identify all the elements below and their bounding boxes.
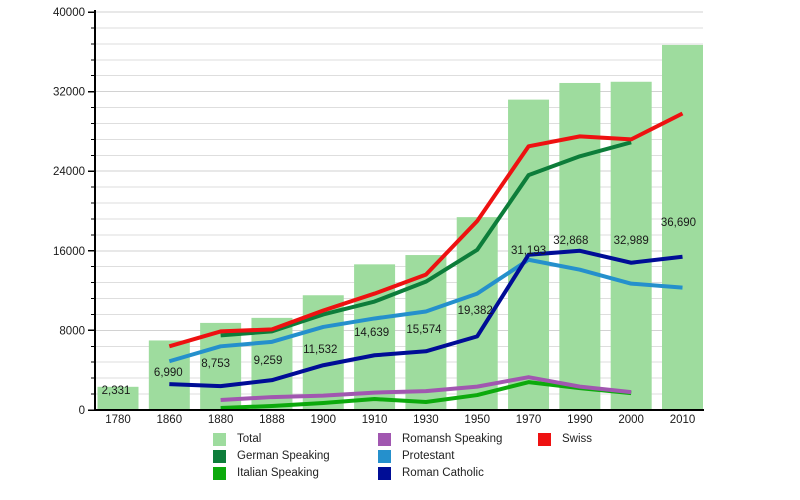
bar-value-label: 2,331 — [102, 385, 131, 397]
german-speaking-swatch — [213, 450, 226, 463]
line-italian-speaking — [220, 380, 632, 411]
bar-value-label: 8,753 — [201, 358, 230, 370]
chart-canvas: 2,331 6,990 8,753 9,259 11,532 14,639 15,574 19… — [53, 7, 704, 426]
romansh-speaking-swatch — [378, 433, 391, 446]
chart-legend: Total German Speaking Italian Speaking R… — [0, 431, 800, 493]
legend-item-swiss: Swiss — [538, 431, 592, 448]
line-swiss — [168, 111, 684, 349]
legend-column-swiss: Swiss — [538, 431, 592, 448]
x-tick-label: 1888 — [259, 414, 285, 426]
y-tick-label: 40000 — [53, 7, 85, 19]
bar-value-label: 32,868 — [553, 235, 588, 247]
x-tick-label: 1860 — [157, 414, 183, 426]
bar-value-label: 14,639 — [354, 327, 389, 339]
y-tick-label: 8000 — [59, 325, 85, 337]
y-tick-label: 32000 — [53, 87, 85, 99]
bar-value-label: 19,382 — [458, 305, 493, 317]
x-tick-label: 1880 — [208, 414, 234, 426]
line-protestant — [168, 257, 683, 364]
y-tick-label: 16000 — [53, 246, 85, 258]
legend-item-total: Total — [213, 431, 330, 448]
legend-label-swiss: Swiss — [562, 433, 593, 445]
x-tick-label: 1930 — [413, 414, 439, 426]
x-tick-label: 2010 — [670, 414, 696, 426]
line-roman-catholic — [169, 248, 683, 389]
x-tick-label: 1910 — [362, 414, 388, 426]
x-tick-label: 1970 — [516, 414, 542, 426]
bar-value-label: 32,989 — [614, 235, 649, 247]
line-romansh-speaking — [220, 375, 632, 403]
total-bar-1860 — [148, 340, 190, 410]
total-bar-2010 — [661, 44, 703, 410]
legend-item-protestant: Protestant — [378, 448, 502, 465]
x-tick-label: 1900 — [310, 414, 336, 426]
bar-value-label: 15,574 — [406, 324, 442, 336]
legend-label-roman-catholic: Roman Catholic — [402, 467, 484, 479]
legend-column-religion-romansh: Romansh Speaking Protestant Roman Cathol… — [378, 431, 502, 482]
legend-label-romansh-speaking: Romansh Speaking — [402, 433, 503, 445]
legend-label-italian-speaking: Italian Speaking — [237, 467, 319, 479]
x-tick-label: 1990 — [567, 414, 593, 426]
bar-value-label: 31,193 — [511, 245, 546, 257]
italian-speaking-swatch — [213, 467, 226, 480]
legend-label-total: Total — [237, 433, 262, 445]
protestant-swatch — [378, 450, 391, 463]
bar-value-label: 6,990 — [154, 367, 183, 379]
swiss-swatch — [538, 433, 551, 446]
legend-label-protestant: Protestant — [402, 450, 455, 462]
legend-item-italian-speaking: Italian Speaking — [213, 465, 330, 482]
y-tick-label: 24000 — [53, 166, 85, 178]
roman-catholic-swatch — [378, 467, 391, 480]
legend-item-roman-catholic: Roman Catholic — [378, 465, 502, 482]
y-tick-label: 0 — [79, 405, 85, 417]
legend-column-languages-total: Total German Speaking Italian Speaking — [213, 431, 330, 482]
bar-value-label: 11,532 — [303, 344, 337, 356]
total-swatch — [213, 433, 226, 446]
x-tick-label: 1780 — [105, 414, 131, 426]
bar-value-label: 9,259 — [254, 355, 283, 367]
x-tick-label: 2000 — [618, 414, 644, 426]
legend-label-german-speaking: German Speaking — [237, 450, 330, 462]
line-german-speaking — [220, 140, 632, 338]
total-bar-2000 — [610, 81, 652, 410]
bar-value-label: 36,690 — [661, 217, 696, 229]
legend-item-german-speaking: German Speaking — [213, 448, 330, 465]
total-bar-1780 — [97, 386, 139, 410]
legend-item-romansh-speaking: Romansh Speaking — [378, 431, 502, 448]
x-tick-label: 1950 — [464, 414, 490, 426]
